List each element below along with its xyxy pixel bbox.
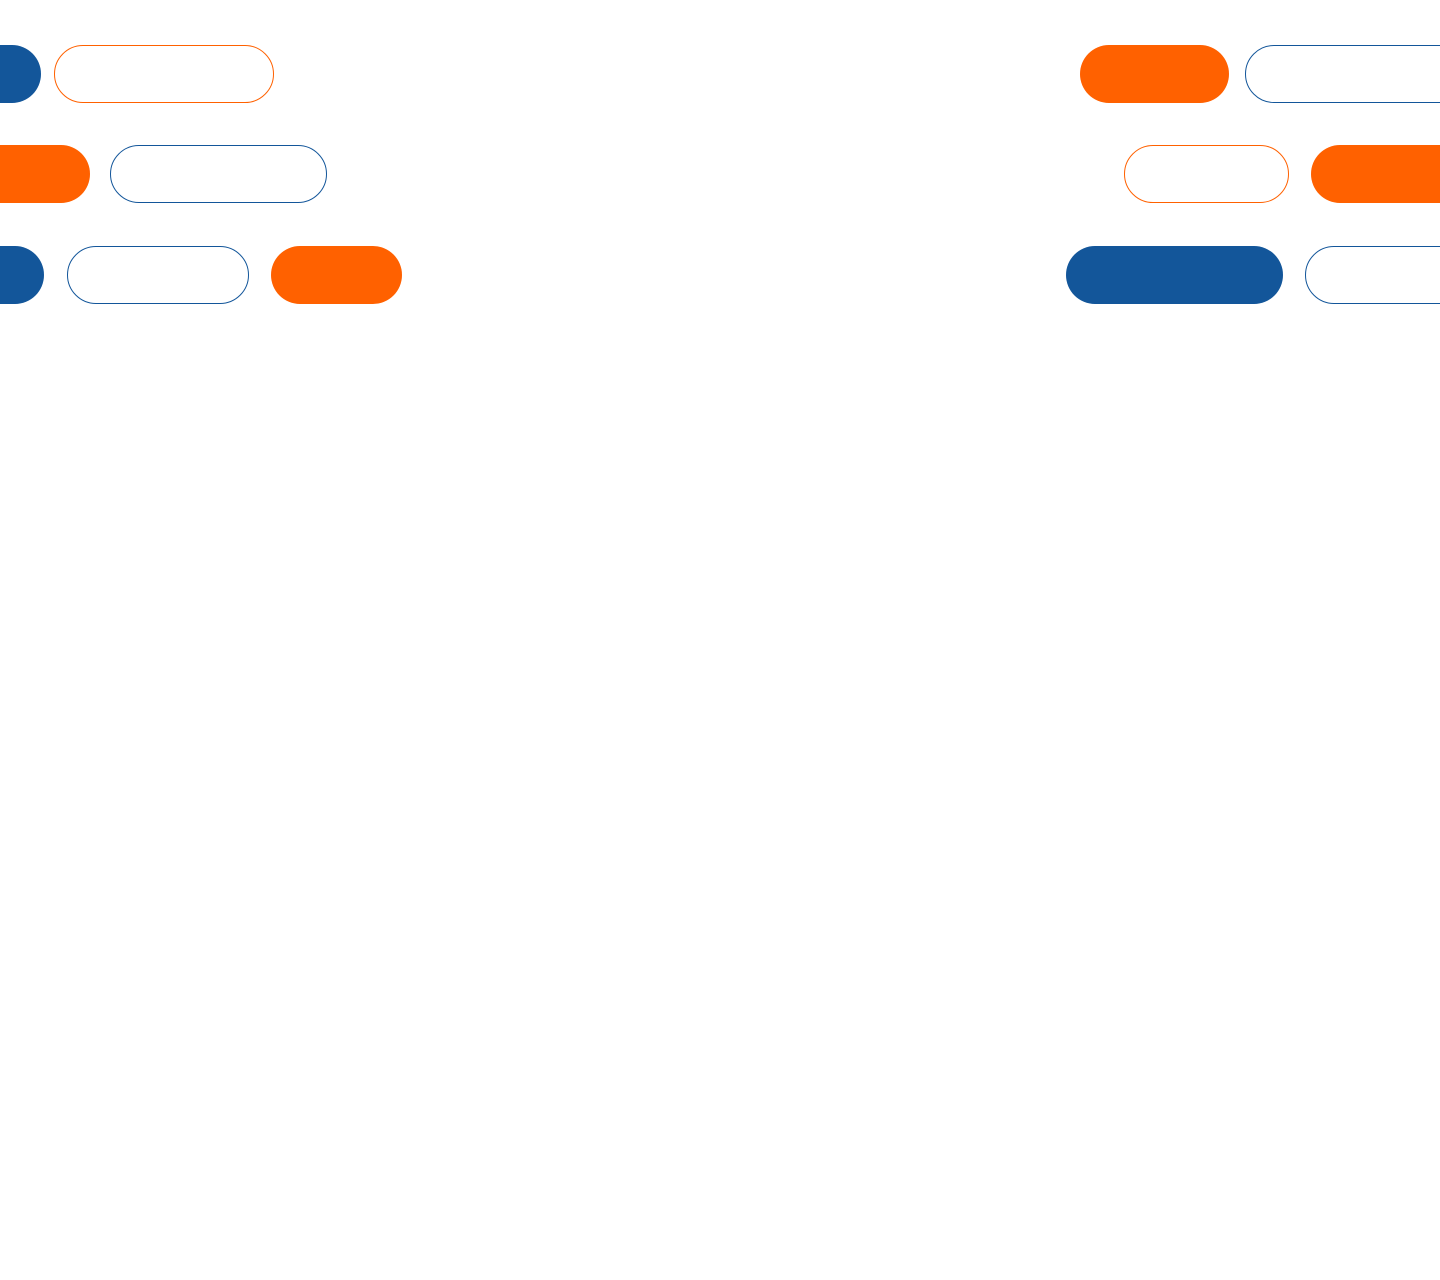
filled-blue-pill <box>1066 246 1283 304</box>
filled-orange-pill <box>0 145 90 203</box>
outline-blue-pill <box>1305 246 1440 304</box>
outline-blue-pill <box>110 145 327 203</box>
outline-orange-pill <box>1124 145 1289 203</box>
filled-orange-pill <box>1080 45 1229 103</box>
outline-blue-pill <box>67 246 249 304</box>
filled-blue-pill <box>0 246 44 304</box>
filled-blue-pill <box>0 45 41 103</box>
outline-orange-pill <box>54 45 274 103</box>
outline-blue-pill <box>1245 45 1440 103</box>
filled-orange-pill <box>1311 145 1440 203</box>
filled-orange-pill <box>271 246 402 304</box>
